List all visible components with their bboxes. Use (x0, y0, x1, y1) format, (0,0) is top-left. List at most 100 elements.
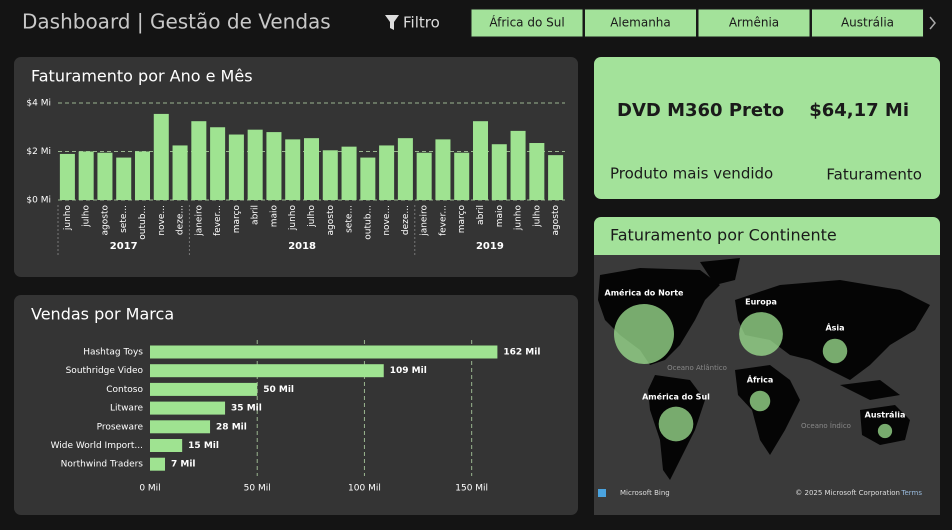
bar (303, 138, 320, 200)
bar (266, 132, 282, 200)
x-tick-label: fever... (213, 205, 223, 236)
filter-button[interactable] (470, 8, 584, 38)
bar (228, 134, 244, 200)
filter-button[interactable] (697, 8, 811, 38)
x-tick-label: janeiro (194, 205, 204, 237)
filter-button-label[interactable]: África do Sul (489, 15, 564, 30)
bubble-label: América do Sul (642, 392, 710, 402)
y-tick-label: Wide World Import... (51, 441, 143, 451)
bar (150, 457, 166, 471)
bar (153, 113, 169, 200)
kpi-card (594, 57, 940, 199)
bar (285, 139, 301, 200)
x-tick-label: sete... (345, 205, 355, 233)
filter-button[interactable] (811, 8, 924, 38)
x-tick-label: fever... (438, 205, 448, 236)
bar (529, 143, 545, 200)
bar (78, 151, 94, 200)
bar (360, 157, 376, 200)
bar (435, 139, 451, 200)
bar (191, 121, 207, 200)
group-label: 2018 (288, 241, 316, 252)
x-tick-label: maio (495, 205, 505, 228)
filter-button-label[interactable]: Austrália (841, 16, 894, 30)
x-tick-label: 100 Mil (348, 484, 381, 494)
filter-button-label[interactable]: Alemanha (610, 16, 671, 30)
data-label: 28 Mil (216, 422, 247, 432)
bar (150, 420, 211, 434)
bar (59, 153, 75, 200)
bubble[interactable] (822, 338, 848, 364)
x-tick-label: deze... (176, 205, 186, 235)
x-tick-label: agosto (326, 205, 336, 236)
x-tick-label: 50 Mil (244, 484, 271, 494)
bar (150, 364, 384, 378)
bubble[interactable] (749, 390, 771, 412)
y-tick-label: Hashtag Toys (83, 348, 143, 358)
bubble-label: América do Norte (605, 288, 685, 298)
x-tick-label: janeiro (420, 205, 430, 237)
x-tick-label: sete... (119, 205, 129, 233)
map-label: Oceano Atlântico (667, 364, 727, 372)
x-tick-label: julho (82, 205, 92, 228)
attribution: Microsoft Bing (620, 489, 670, 497)
bar (247, 129, 263, 200)
bubble[interactable] (739, 312, 783, 356)
group-label: 2017 (110, 241, 138, 252)
data-label: 7 Mil (171, 460, 196, 470)
bar (150, 345, 498, 359)
filter-icon (385, 15, 399, 30)
bar (150, 382, 258, 396)
bubble-label: Ásia (825, 322, 844, 333)
dashboard-title: Dashboard | Gestão de Vendas (22, 10, 331, 34)
bubble[interactable] (614, 304, 674, 364)
x-tick-label: maio (269, 205, 279, 228)
map-label: Oceano Índico (801, 421, 851, 430)
y-tick-label: Litware (110, 404, 143, 414)
y-tick-label: $2 Mi (26, 147, 51, 157)
data-label: 15 Mil (188, 441, 219, 451)
x-tick-label: junho (514, 205, 524, 232)
group-label: 2019 (476, 241, 504, 252)
bubble[interactable] (877, 423, 893, 439)
chart-title: Faturamento por Continente (610, 226, 837, 245)
bubble[interactable] (658, 406, 694, 442)
bar (116, 157, 132, 200)
kpi-product: DVD M360 Preto (617, 100, 784, 121)
x-tick-label: 150 Mil (455, 484, 488, 494)
filter-next[interactable] (929, 16, 936, 30)
x-tick-label: julho (307, 205, 317, 228)
filter-button-label[interactable]: Armênia (729, 16, 779, 30)
x-tick-label: abril (476, 205, 486, 225)
x-tick-label: março (232, 205, 242, 234)
bing-logo (598, 489, 606, 497)
y-tick-label: Proseware (97, 422, 144, 432)
filter-label[interactable]: Filtro (403, 14, 440, 32)
y-tick-label: $0 Mi (26, 196, 51, 206)
x-tick-label: junho (288, 205, 298, 232)
bar (379, 145, 395, 200)
map (594, 255, 940, 515)
attribution[interactable]: Terms (900, 489, 922, 497)
x-tick-label: deze... (401, 205, 411, 235)
bar (134, 151, 151, 200)
bar (454, 152, 470, 200)
bar (416, 152, 432, 200)
x-tick-label: março (457, 205, 467, 234)
data-label: 162 Mil (503, 348, 540, 358)
bar (150, 439, 183, 452)
bar (210, 127, 226, 200)
filter-button[interactable] (584, 8, 697, 38)
x-tick-label: junho (63, 205, 73, 232)
x-tick-label: 0 Mil (139, 484, 160, 494)
bar (172, 145, 188, 200)
attribution: © 2025 Microsoft Corporation (795, 489, 900, 497)
x-tick-label: julho (532, 205, 542, 228)
bar (472, 121, 489, 200)
y-tick-label: $4 Mi (26, 99, 51, 109)
data-label: 109 Mil (390, 366, 427, 376)
kpi-revenue: $64,17 Mi (809, 100, 909, 121)
y-tick-label: Northwind Traders (61, 460, 144, 470)
